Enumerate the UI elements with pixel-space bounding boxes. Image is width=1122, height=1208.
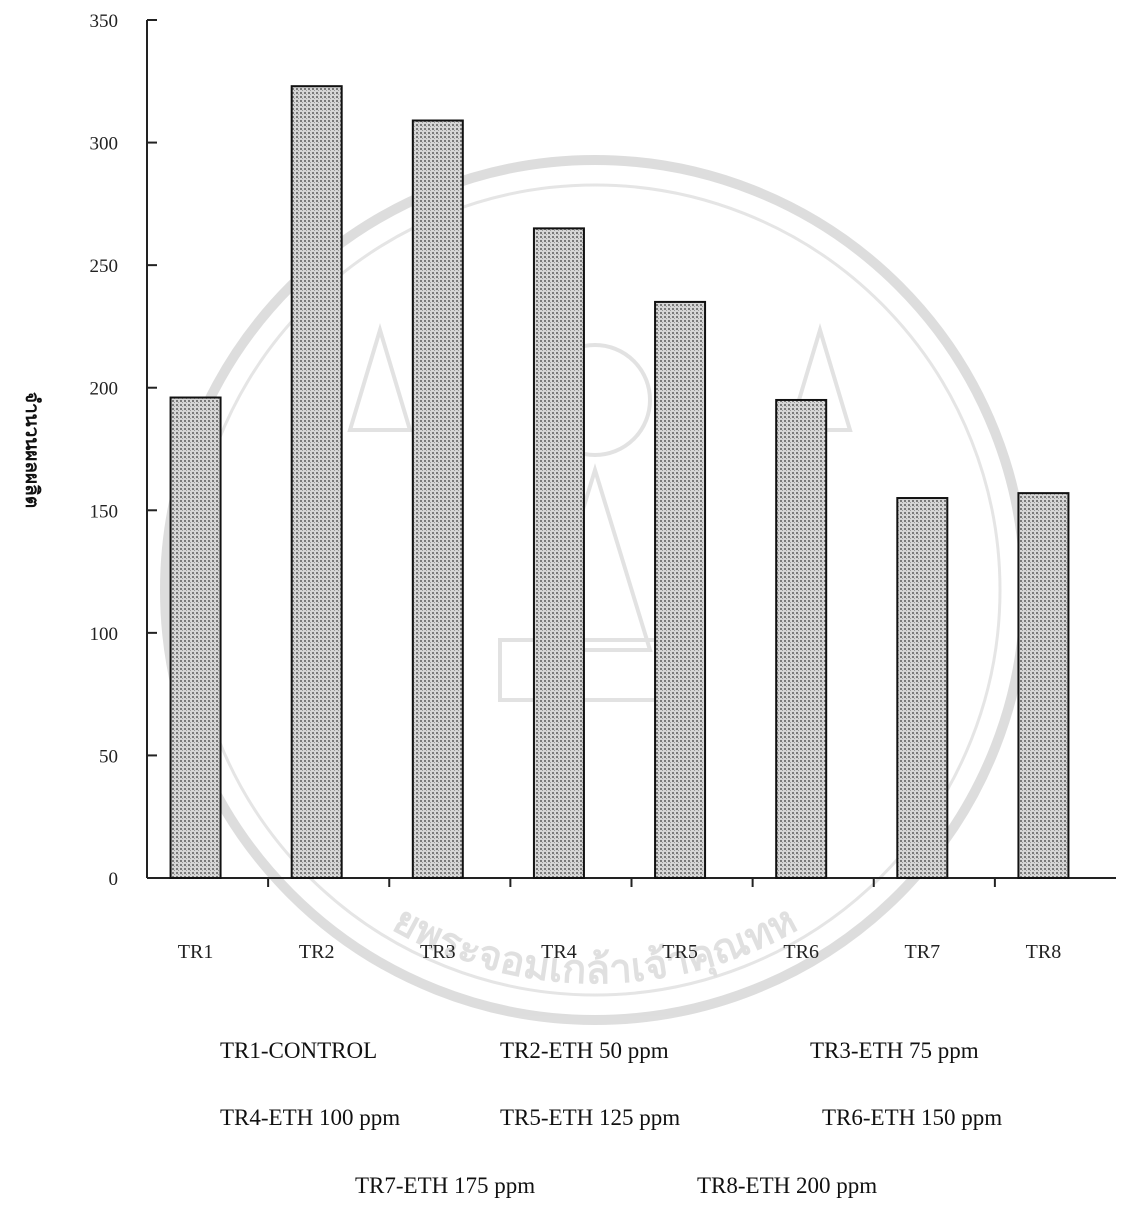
bar-tr2	[290, 85, 343, 879]
x-tick-label: TR4	[541, 941, 577, 963]
legend-entry: TR6-ETH 150 ppm	[822, 1105, 1002, 1130]
legend-entry: TR7-ETH 175 ppm	[355, 1173, 535, 1198]
bar-tr1	[169, 396, 222, 879]
bar-tr6	[775, 398, 828, 879]
legend-entry: TR1-CONTROL	[220, 1038, 377, 1063]
bar-tr3	[411, 119, 464, 880]
bar-tr4	[532, 227, 585, 880]
plot-area: 0 50 100 150 200 250 300 350 TR1 TR2 TR3 TR4 TR5 TR6 T…	[90, 11, 1116, 963]
legend: TR1-CONTROL TR2-ETH 50 ppm TR3-ETH 75 ppm T…	[220, 1038, 1002, 1198]
legend-entry: TR4-ETH 100 ppm	[220, 1105, 400, 1130]
legend-entry: TR3-ETH 75 ppm	[810, 1038, 979, 1063]
y-tick-label: 100	[90, 624, 119, 645]
bar-tr8	[1017, 492, 1070, 879]
x-tick-label: TR3	[420, 941, 456, 963]
legend-entry: TR5-ETH 125 ppm	[500, 1105, 680, 1130]
x-tick-label: TR7	[905, 941, 941, 963]
x-tick-label: TR1	[178, 941, 214, 963]
y-tick-label: 250	[90, 256, 119, 277]
x-tick-label: TR5	[662, 941, 698, 963]
x-tick-label: TR2	[299, 941, 335, 963]
y-tick-label: 200	[90, 379, 119, 400]
y-tick-label: 300	[90, 134, 119, 155]
y-tick-label: 350	[90, 11, 119, 32]
bar-tr7	[896, 497, 949, 879]
legend-entry: TR8-ETH 200 ppm	[697, 1173, 877, 1198]
y-tick-label: 150	[90, 501, 119, 522]
legend-entry: TR2-ETH 50 ppm	[500, 1038, 669, 1063]
x-tick-label: TR8	[1026, 941, 1062, 963]
bar-tr5	[654, 300, 707, 879]
y-axis-label: จำนวนผลผลิต	[21, 392, 43, 508]
y-tick-label: 50	[99, 746, 118, 767]
x-tick-label: TR6	[783, 941, 819, 963]
y-tick-label: 0	[109, 869, 119, 890]
